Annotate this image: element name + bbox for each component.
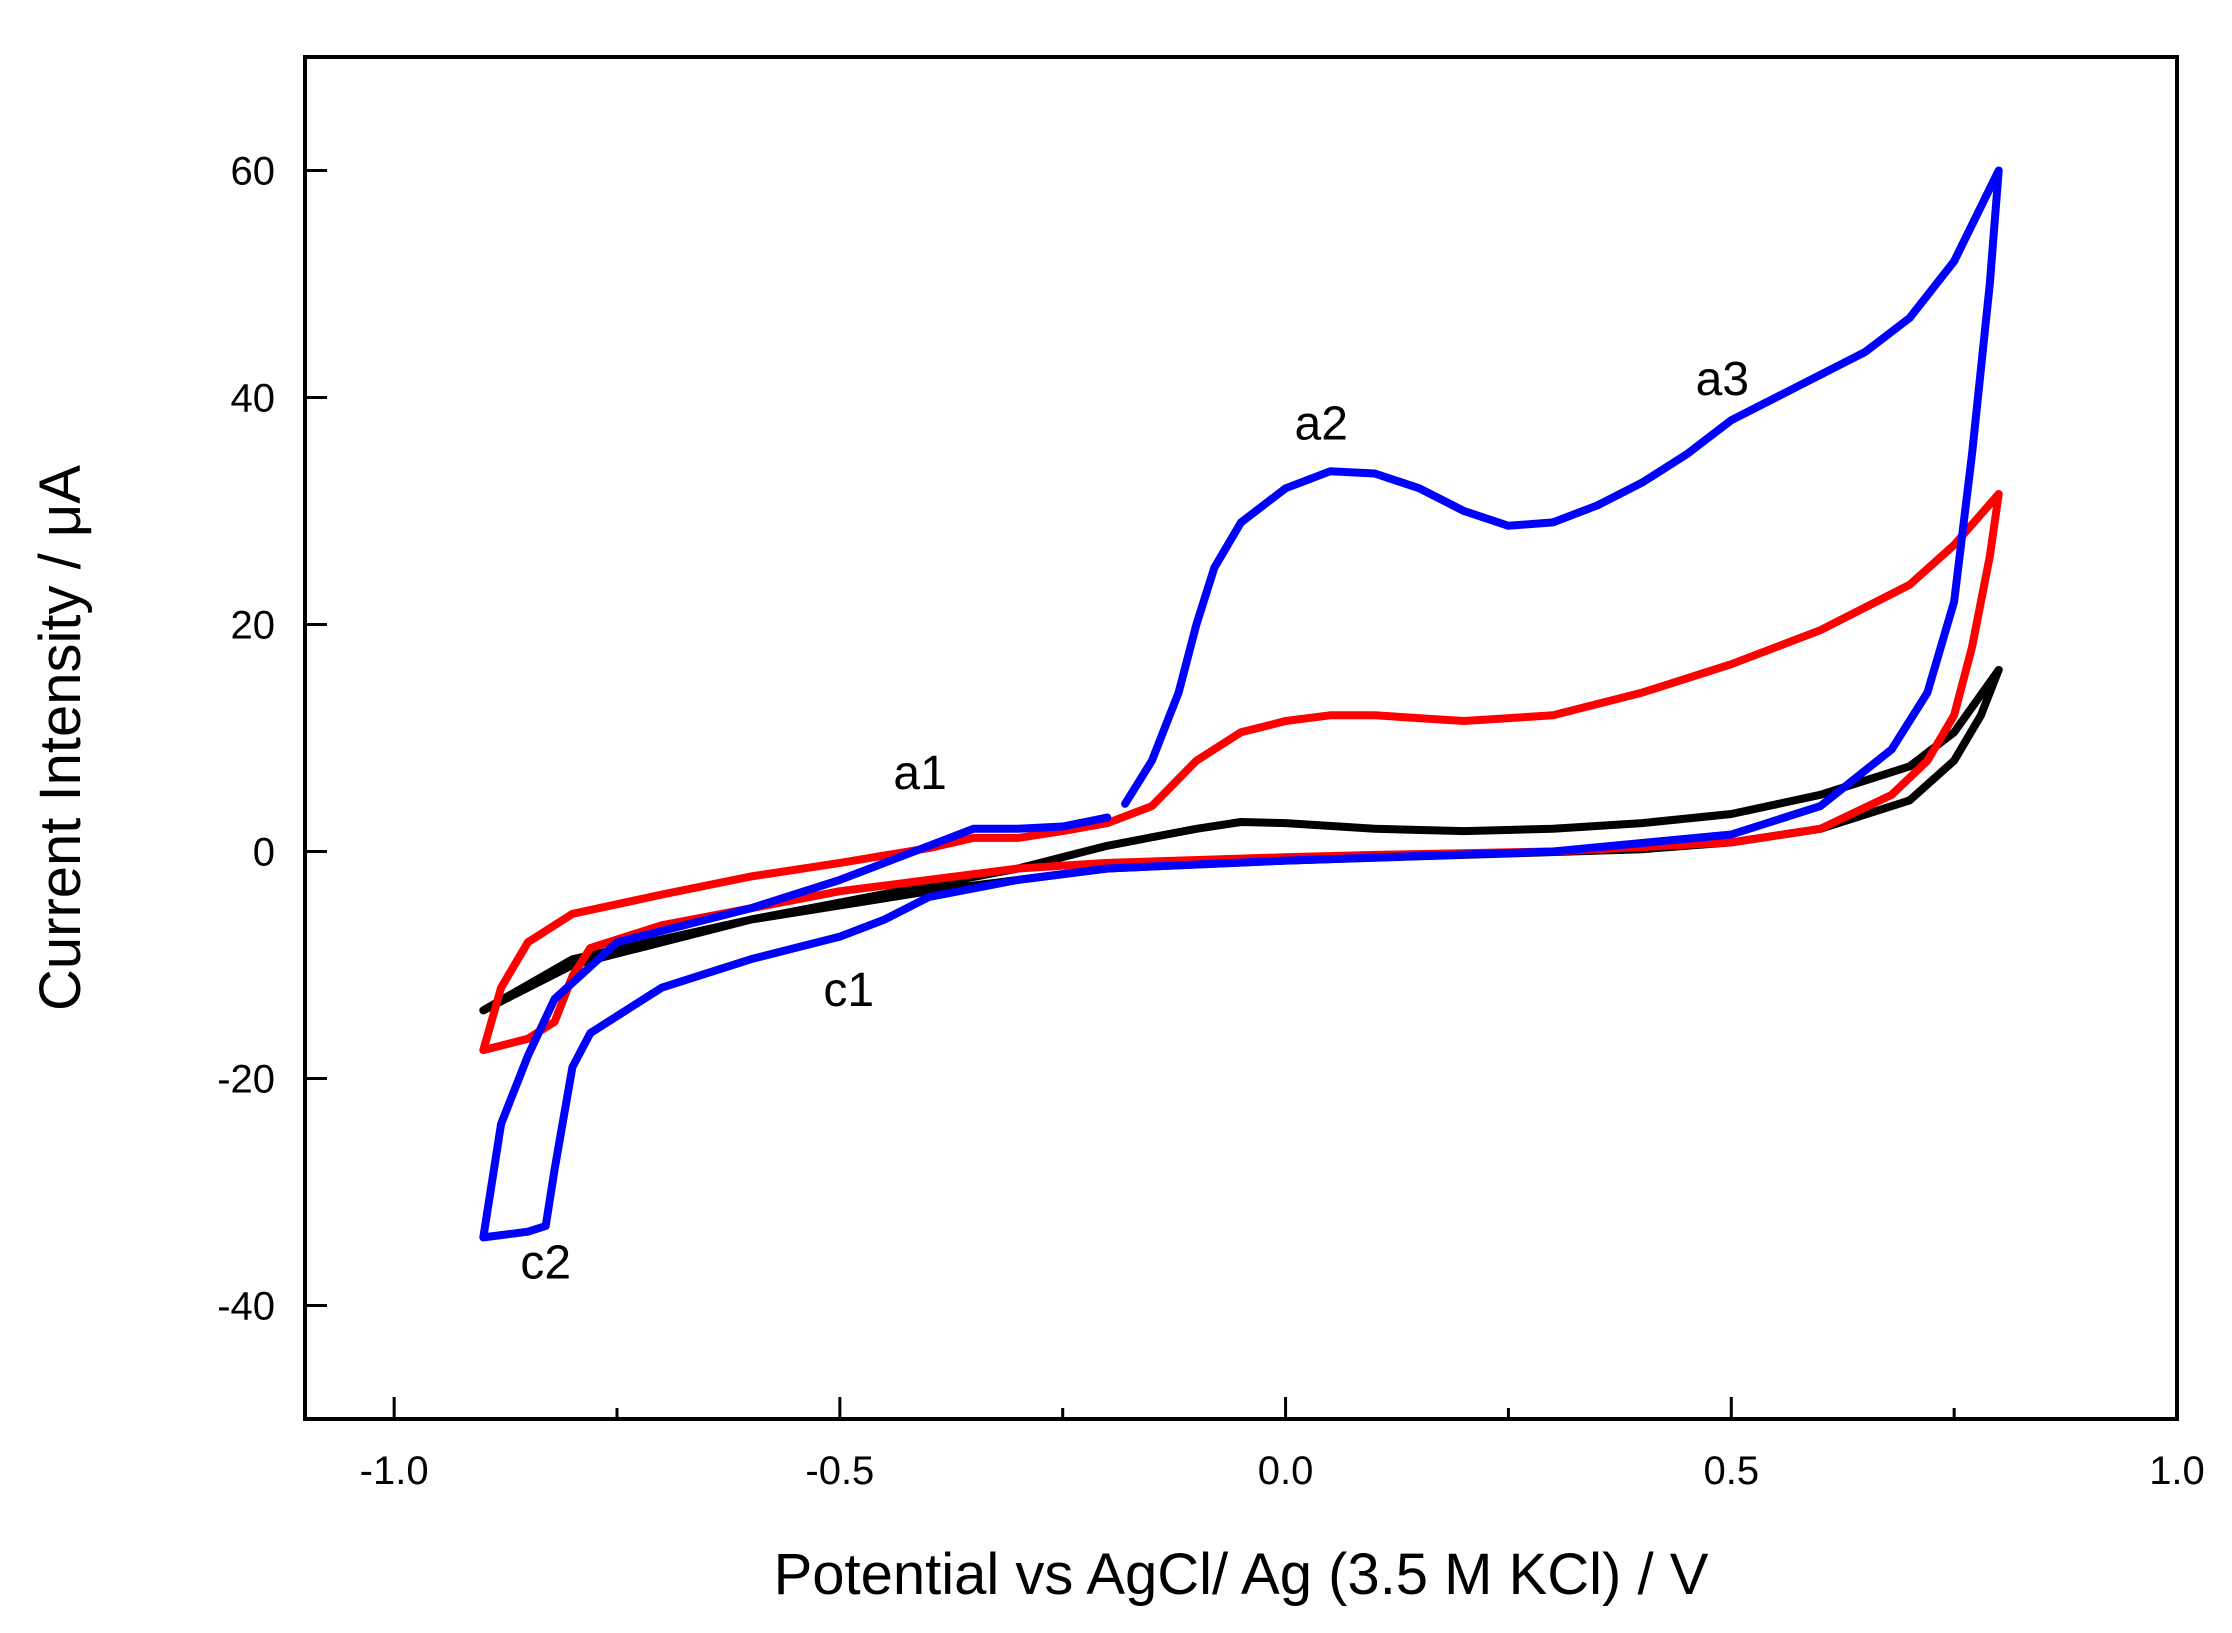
y-axis-title: Current Intensity / μA	[28, 465, 93, 1011]
y-tick-label: -20	[217, 1058, 275, 1102]
series-line-blue	[479, 166, 2003, 1242]
x-axis-title: Potential vs AgCl/ Ag (3.5 M KCl) / V	[774, 1542, 1709, 1607]
annotations: a1 a2 a3 c1 c2	[520, 353, 1749, 1289]
y-tick-label: 0	[253, 831, 275, 875]
annotation-a2: a2	[1295, 397, 1348, 450]
x-tick-label: -0.5	[805, 1449, 874, 1493]
y-tick-label: 20	[231, 604, 276, 648]
annotation-a3: a3	[1696, 353, 1749, 406]
annotation-c1: c1	[823, 964, 874, 1017]
series-group	[479, 166, 2003, 1242]
x-tick-label: -1.0	[360, 1449, 429, 1493]
x-tick-label: 0.5	[1703, 1449, 1759, 1493]
annotation-a1: a1	[893, 747, 946, 800]
x-tick-label: 0.0	[1258, 1449, 1314, 1493]
plot-frame	[303, 55, 2179, 1421]
y-tick-label: 40	[231, 377, 276, 421]
x-axis-ticks: -1.0 -0.5 0.0 0.5 1.0	[360, 1397, 2205, 1493]
series-line-red	[479, 490, 2003, 1055]
annotation-c2: c2	[520, 1236, 571, 1289]
y-axis-ticks: -40 -20 0 20 40 60	[217, 150, 327, 1329]
y-tick-label: -40	[217, 1285, 275, 1329]
x-tick-label: 1.0	[2149, 1449, 2205, 1493]
y-tick-label: 60	[231, 150, 276, 194]
